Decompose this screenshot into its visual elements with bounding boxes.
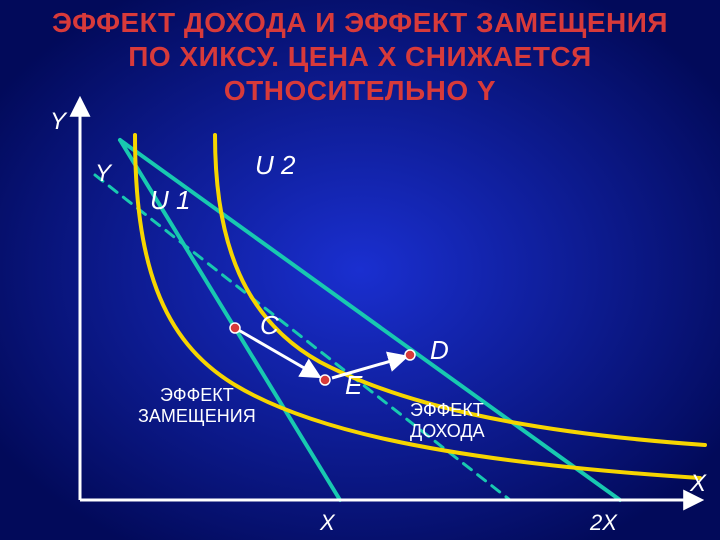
substitution-effect-line2: ЗАМЕЩЕНИЯ	[138, 406, 256, 427]
y-intercept-label: Y	[95, 160, 111, 188]
u1-curve-label: U 1	[150, 185, 190, 216]
income-effect-line1: ЭФФЕКТ	[410, 400, 485, 421]
u2-curve-label: U 2	[255, 150, 295, 181]
substitution-effect-line1: ЭФФЕКТ	[138, 385, 256, 406]
x-tick-2: 2X	[590, 510, 617, 536]
income-effect-label: ЭФФЕКТ ДОХОДА	[410, 400, 485, 441]
point-c-label: C	[260, 310, 279, 341]
hicks-diagram	[0, 0, 720, 540]
income-effect-line2: ДОХОДА	[410, 421, 485, 442]
axis-y-label: Y	[50, 108, 66, 136]
point-e-label: E	[345, 370, 362, 401]
point-d-label: D	[430, 335, 449, 366]
axis-x-label: X	[690, 470, 706, 498]
substitution-effect-label: ЭФФЕКТ ЗАМЕЩЕНИЯ	[138, 385, 256, 426]
x-tick-1: X	[320, 510, 335, 536]
